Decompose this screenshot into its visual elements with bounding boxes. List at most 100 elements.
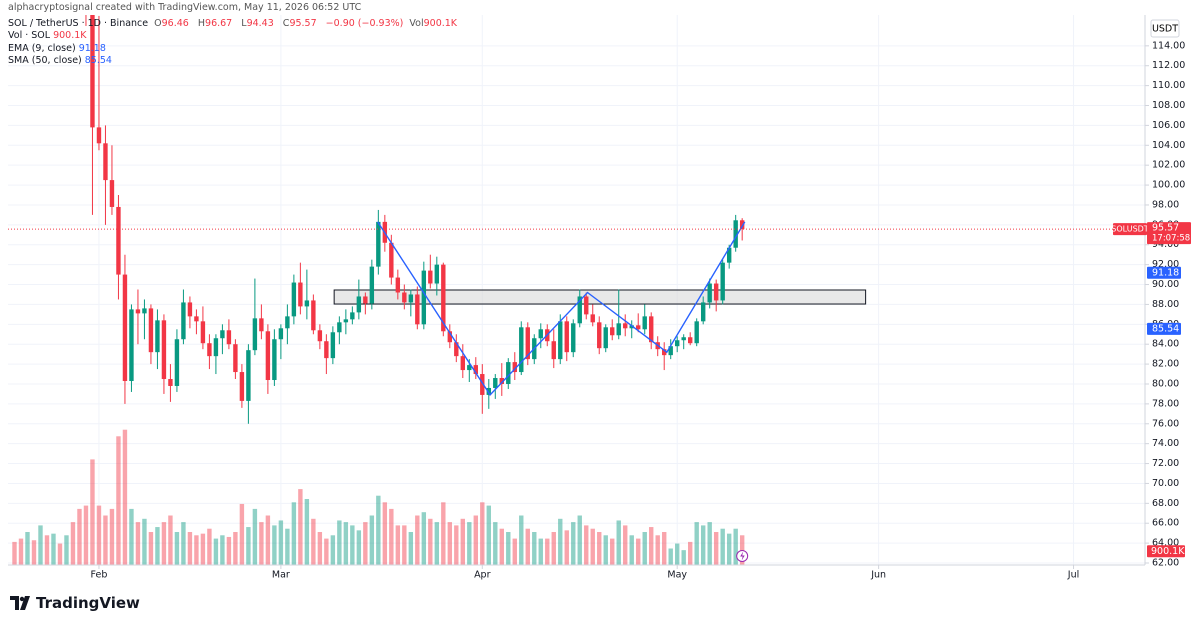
volume-bar [298,489,303,565]
volume-bar [90,459,95,565]
high-value: 96.67 [205,17,233,29]
volume-bar [655,535,660,565]
volume-bar [395,525,401,565]
volume-bar [135,522,141,565]
candle-body [304,300,310,307]
y-tick-label: 76.00 [1152,418,1179,429]
volume-bar [233,532,238,565]
candle-body [337,322,342,333]
candle-body [220,330,225,339]
volume-bar [77,508,82,565]
indicator-value: 91.18 [78,42,106,54]
candle-body [642,316,647,330]
volume-bar [44,535,50,565]
candle-body [525,327,530,360]
candle-body [662,349,667,356]
volume-bar [441,502,446,565]
candle-body [181,302,186,340]
volume-bar [577,515,582,565]
candle-body [480,374,485,395]
alert-icon-bolt [740,551,745,561]
volume-bar [447,522,453,565]
candle-body [187,302,193,317]
volume-bar [174,532,180,565]
candle-body [408,294,414,303]
candle-body [473,365,478,375]
key: H [197,17,206,29]
footer: TradingView [10,594,140,612]
y-tick-label: 90.00 [1152,279,1179,290]
y-tick-label: 82.00 [1152,359,1179,370]
candle-body [584,296,589,315]
candle-body [499,378,504,384]
candle-body [681,337,686,341]
volume-bar [96,505,102,565]
candle-body [577,296,582,324]
candle-body [454,342,459,357]
candle-body [103,143,108,181]
candle-body [278,328,284,340]
volume-bar [493,522,498,565]
volume-bar [181,522,186,565]
candle-body [720,262,725,301]
candle-body [298,282,303,307]
change: −0.90 (−0.93%) [325,17,404,29]
candle-body [493,378,498,388]
currency-box[interactable] [1150,19,1180,38]
y-tick-label: 62.00 [1152,558,1179,569]
volume-bar [473,515,478,565]
volume-bar [486,505,491,565]
candle-body [122,274,128,382]
volume-bar [304,499,310,565]
indicator-value: 900.1K [53,30,87,41]
logo [10,596,30,610]
volume-bar [337,520,342,565]
close-value: 95.57 [289,17,317,29]
volume-bar [551,532,556,565]
candle-body [96,127,102,144]
volume-bar [239,503,245,565]
low-value: 94.43 [246,17,274,29]
volume-bar [220,535,225,565]
key: O [154,17,162,29]
legend-sma: SMA (50, close) 85.54 [8,55,463,68]
candle-body [688,337,693,344]
indicator-name: EMA (9, close) [8,42,76,54]
volume-bar [623,525,628,565]
volume-bar [187,532,193,565]
candle-body [239,372,245,401]
volume-bar [103,515,108,565]
candle-body [226,330,232,345]
volume-bar [480,502,485,565]
candle-body [116,206,121,275]
candle-body [739,220,745,230]
y-tick-label: 74.00 [1152,438,1179,449]
candle-body [350,312,355,320]
volume-bar [285,528,290,565]
y-tick-label: 78.00 [1152,398,1179,409]
candle-body [376,221,381,267]
volume-bar [31,540,37,565]
plot [8,15,1145,565]
volume-bar [350,525,355,565]
candle-body [694,321,699,344]
candle-body [155,320,160,353]
volume-bar [291,502,297,565]
candle-body [259,318,264,332]
volume-bar [675,543,680,565]
x-tick-label: Feb [91,570,108,581]
volume-bar [402,525,407,565]
candle-body [700,302,706,322]
symbol-title: SOL / TetherUS · 1D · Binance [8,17,149,29]
legend: alphacryptosignal created with TradingVi… [8,2,463,68]
volume-bar [70,522,76,565]
indicator-name: SMA (50, close) [8,55,82,66]
candle-body [571,323,576,353]
volume-bar [499,528,504,565]
volume-bar [454,525,459,565]
volume-bar [363,522,368,565]
candle-body [629,325,634,329]
pattern-line [377,221,746,397]
volume-bar [25,532,30,565]
